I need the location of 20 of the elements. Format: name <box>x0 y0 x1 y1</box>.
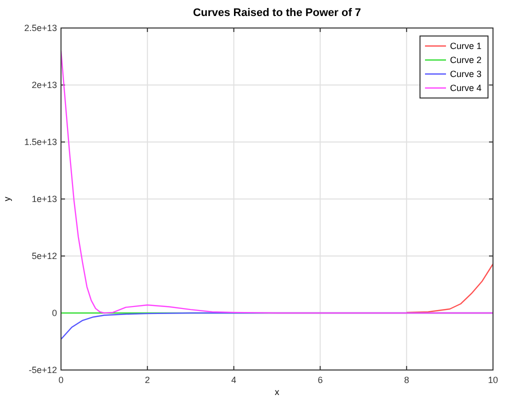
y-tick-label: -5e+12 <box>28 365 57 375</box>
legend-label: Curve 1 <box>450 41 482 51</box>
x-tick-label: 8 <box>404 375 410 385</box>
legend-label: Curve 2 <box>450 55 482 65</box>
legend-label: Curve 4 <box>450 83 482 93</box>
y-tick-label: 2.5e+13 <box>24 23 57 33</box>
legend-label: Curve 3 <box>450 69 482 79</box>
x-tick-label: 10 <box>488 375 498 385</box>
x-tick-label: 2 <box>144 375 150 385</box>
x-tick-label: 6 <box>318 375 323 385</box>
chart-title: Curves Raised to the Power of 7 <box>192 7 362 19</box>
x-tick-label: 4 <box>231 375 236 385</box>
y-tick-label: 2e+13 <box>32 80 57 90</box>
x-tick-label: 0 <box>58 375 64 385</box>
x-axis-title: x <box>274 387 280 397</box>
y-tick-label: 5e+12 <box>32 251 57 261</box>
y-tick-label: 1.5e+13 <box>24 137 57 147</box>
y-axis-title: y <box>2 196 12 202</box>
y-tick-label: 0 <box>52 308 57 318</box>
y-tick-label: 1e+13 <box>32 194 57 204</box>
